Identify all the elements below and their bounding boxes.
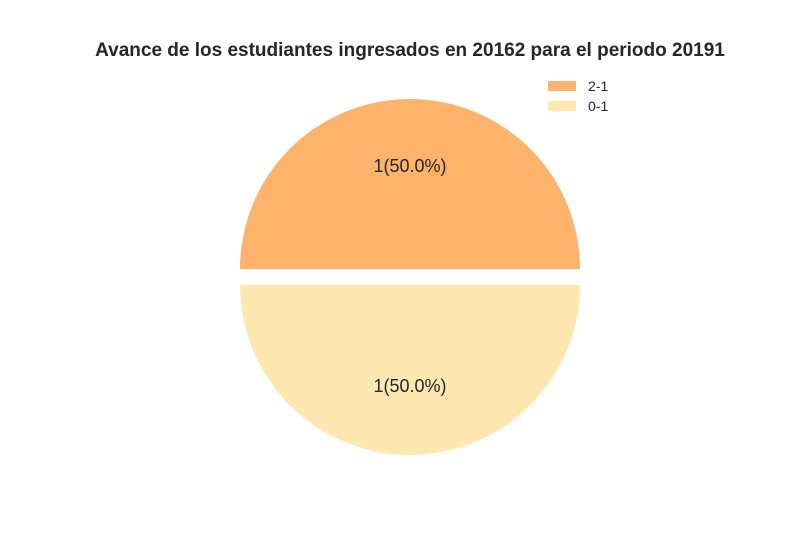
slice-label-2-1: 1(50.0%) [373, 156, 446, 176]
chart-title: Avance de los estudiantes ingresados en … [95, 40, 725, 61]
legend-label: 2-1 [588, 78, 609, 94]
legend: 2-1 0-1 [548, 76, 608, 116]
pie-slice-0-1 [240, 285, 580, 455]
pie-slice-2-1 [240, 99, 580, 269]
legend-entry: 0-1 [548, 96, 608, 116]
legend-entry: 2-1 [548, 76, 608, 96]
legend-swatch [548, 101, 576, 111]
legend-label: 0-1 [588, 98, 609, 114]
legend-swatch [548, 81, 576, 91]
slice-label-0-1: 1(50.0%) [373, 376, 446, 396]
